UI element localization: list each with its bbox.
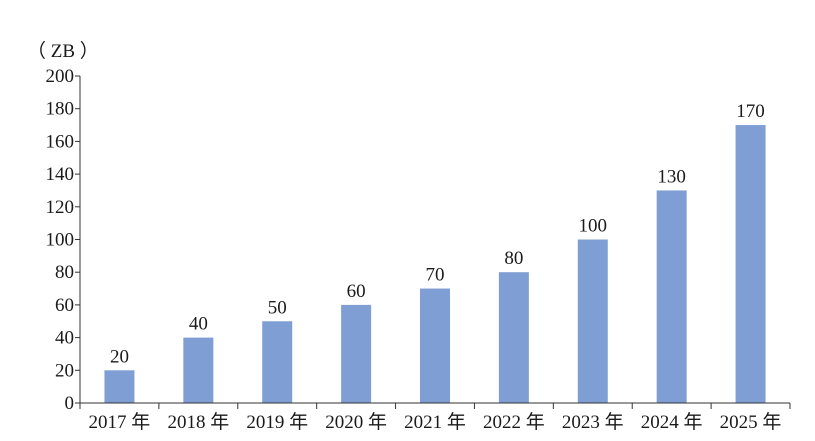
data-label: 40 (189, 314, 208, 335)
data-label: 50 (268, 297, 287, 318)
bar-2024年 (656, 190, 687, 403)
y-tick-label: 100 (46, 230, 75, 251)
data-label: 60 (347, 281, 366, 302)
bar-2022年 (498, 272, 529, 403)
x-category-label: 2025 年 (720, 411, 782, 433)
data-label: 100 (579, 216, 608, 237)
y-axis-unit-label: （ ZB ） (27, 40, 99, 62)
x-category-label: 2022 年 (483, 411, 545, 433)
bar-2025年 (735, 125, 766, 404)
x-category-label: 2021 年 (404, 411, 466, 433)
y-tick-label: 180 (46, 99, 75, 120)
x-category-label: 2018 年 (167, 411, 229, 433)
bars (104, 125, 766, 404)
data-label: 20 (110, 346, 129, 367)
y-tick-label: 160 (46, 131, 75, 152)
x-category-label: 2020 年 (325, 411, 387, 433)
y-tick-label: 40 (55, 328, 74, 349)
data-label: 70 (426, 265, 445, 286)
bar-2023年 (577, 239, 608, 403)
y-tick-label: 20 (55, 360, 74, 381)
x-category-label: 2023 年 (562, 411, 624, 433)
bar-2021年 (420, 288, 450, 403)
data-label: 170 (736, 101, 765, 122)
y-tick-label: 120 (46, 197, 75, 218)
bar-2019年 (262, 321, 293, 403)
y-tick-label: 0 (65, 393, 75, 414)
x-category-label: 2019 年 (246, 411, 308, 433)
bar-2017年 (104, 370, 135, 403)
y-tick-label: 80 (55, 262, 74, 283)
data-label: 130 (657, 166, 686, 187)
y-axis-ticks: 0 20 40 60 80 100 120 140 160 180 200 (46, 66, 80, 414)
y-tick-label: 140 (46, 164, 75, 185)
x-category-label: 2017 年 (89, 411, 151, 433)
axes (79, 76, 790, 404)
bar-2020年 (341, 304, 372, 403)
x-axis-ticks: 2017 年 2018 年 2019 年 2020 年 2021 年 2022 年 2023… (79, 403, 791, 433)
data-label: 80 (504, 248, 523, 269)
x-category-label: 2024 年 (641, 411, 703, 433)
y-tick-label: 200 (46, 66, 75, 87)
data-labels: 20 40 50 60 70 80 100 130 170 (110, 101, 765, 367)
y-tick-label: 60 (55, 295, 74, 316)
bar-2018年 (183, 337, 214, 403)
